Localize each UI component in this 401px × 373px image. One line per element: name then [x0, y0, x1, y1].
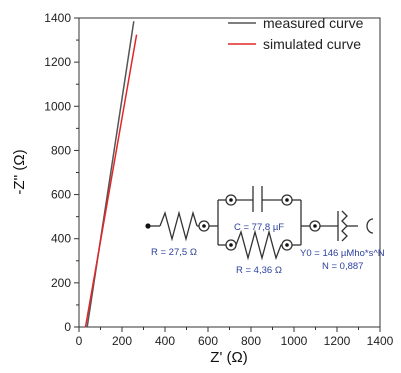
series-line-simulated [84, 34, 138, 328]
node-dot [202, 224, 206, 228]
y-axis-title: -Z'' (Ω) [11, 149, 28, 194]
label-c: C = 77,8 µF [234, 222, 284, 233]
node-dot [229, 198, 233, 202]
y-tick-label: 600 [51, 188, 71, 202]
cpe-element [341, 210, 348, 242]
y-tick-label: 200 [51, 276, 71, 290]
x-tick-label: 800 [241, 334, 261, 348]
x-tick-label: 1200 [324, 334, 351, 348]
label-r2: R = 4,36 Ω [236, 265, 282, 276]
y-tick-label: 800 [51, 143, 71, 157]
resistor-r1 [159, 210, 198, 242]
y-tick-label: 1200 [44, 55, 71, 69]
node-dot [285, 198, 289, 202]
y-tick-label: 1000 [44, 99, 71, 113]
legend: measured curve simulated curve [228, 15, 364, 52]
node-dot [285, 243, 289, 247]
node-dot [229, 243, 233, 247]
y-tick-label: 1400 [44, 11, 71, 25]
y-tick-label: 400 [51, 232, 71, 246]
x-tick-label: 200 [112, 334, 132, 348]
x-tick-label: 1000 [281, 334, 308, 348]
legend-label-simulated: simulated curve [263, 36, 361, 52]
y-tick-label: 0 [64, 320, 71, 334]
label-r1: R = 27,5 Ω [151, 247, 197, 258]
x-tick-label: 1400 [367, 334, 394, 348]
label-y0: Y0 = 146 µMho*s^N [300, 248, 385, 259]
label-n: N = 0,887 [322, 261, 363, 272]
x-tick-label: 0 [76, 334, 83, 348]
equivalent-circuit [145, 186, 374, 261]
resistor-r2 [235, 229, 282, 261]
axis-ticks: 0 200 400 600 800 1000 1200 1400 0 200 400 600 800 10… [44, 11, 393, 348]
x-axis-title: Z' (Ω) [210, 349, 247, 366]
circuit-terminal-right [366, 218, 374, 234]
circuit-terminal-left [145, 223, 151, 229]
data-series [84, 21, 138, 328]
legend-label-measured: measured curve [263, 15, 364, 31]
x-tick-label: 400 [155, 334, 175, 348]
x-tick-label: 600 [198, 334, 218, 348]
plot-frame [78, 17, 381, 328]
node-dot [313, 224, 317, 228]
